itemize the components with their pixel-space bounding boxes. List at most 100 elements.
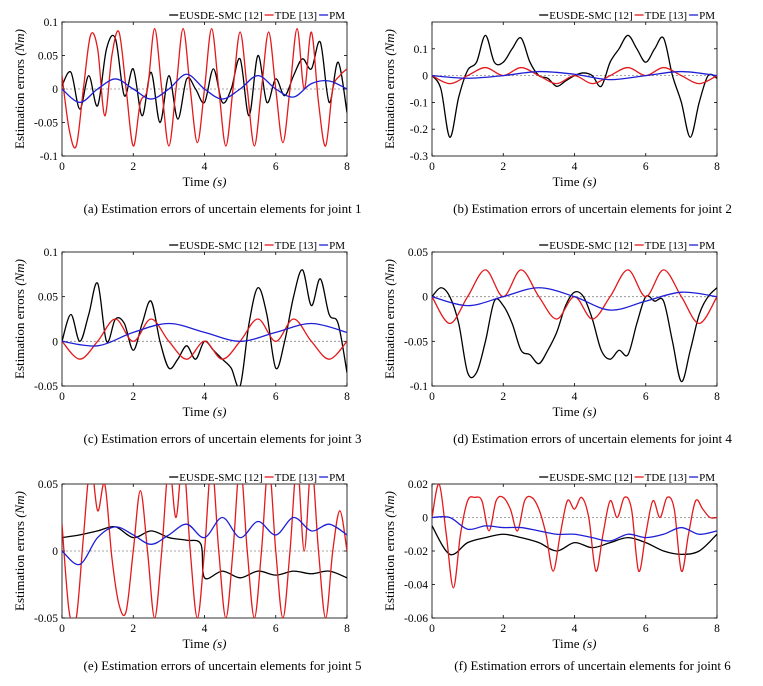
x-tick-label: 2 <box>130 391 136 403</box>
y-tick-label: -0.05 <box>34 381 58 393</box>
x-tick-label: 2 <box>500 161 506 173</box>
legend-item-eusde-smc: EUSDE-SMC [12] <box>539 240 633 252</box>
x-tick-label: 0 <box>59 161 65 173</box>
legend: EUSDE-SMC [12] TDE [13] PM <box>169 472 345 484</box>
series-group <box>432 269 717 383</box>
x-axis-label-text: Time <box>183 174 213 189</box>
series-line-pm <box>432 70 717 81</box>
x-tick-label: 8 <box>714 161 720 173</box>
chart-panel-f: 0 2 4 6 8 -0.06 -0.04 -0.02 0 0.02 Time (s) Estimat… <box>382 472 731 673</box>
series-group <box>62 269 347 386</box>
y-tick-label: -0.02 <box>404 546 428 558</box>
y-axis-label-text: Estimation errors <box>382 518 397 611</box>
series-line-pm <box>432 515 717 542</box>
legend: EUSDE-SMC [12] TDE [13] PM <box>169 10 345 22</box>
legend-item-pm: PM <box>319 240 345 252</box>
legend-label: TDE [13] <box>645 10 687 22</box>
panel-caption: (d) Estimation errors of uncertain eleme… <box>453 431 732 446</box>
x-axis-label: Time (s) <box>553 174 597 189</box>
chart-panel-d: 0 2 4 6 8 -0.1 -0.05 0 0.05 Time (s) Estimation er… <box>382 240 732 446</box>
legend-item-eusde-smc: EUSDE-SMC [12] <box>539 10 633 22</box>
y-tick-label: -0.1 <box>410 381 428 393</box>
y-tick-label: 0 <box>52 84 58 96</box>
y-tick-label: 0.05 <box>38 51 58 63</box>
legend-item-tde: TDE [13] <box>264 240 317 252</box>
legend-label: PM <box>329 240 345 252</box>
x-tick-label: 0 <box>429 391 435 403</box>
x-axis-label-unit: (s) <box>583 174 597 189</box>
legend-item-pm: PM <box>689 240 715 252</box>
y-axis-label-unit: (Nm) <box>382 259 397 286</box>
legend-item-tde: TDE [13] <box>634 240 687 252</box>
x-axis-label: Time (s) <box>183 174 227 189</box>
y-tick-label: 0.1 <box>414 44 429 56</box>
x-axis-label: Time (s) <box>553 636 597 651</box>
x-axis-label-unit: (s) <box>213 174 227 189</box>
y-tick-label: -0.2 <box>410 124 428 136</box>
x-tick-label: 2 <box>130 161 136 173</box>
y-axis-label: Estimation errors (Nm) <box>12 29 27 149</box>
legend-label: PM <box>699 472 715 484</box>
y-tick-label: -0.06 <box>404 613 428 625</box>
x-tick-label: 2 <box>500 623 506 635</box>
x-axis-label-text: Time <box>183 404 213 419</box>
chart-panel-a: 0 2 4 6 8 -0.1 -0.05 0 0.05 0.1 Time (s) Estimation… <box>12 10 361 216</box>
x-tick-label: 6 <box>273 161 279 173</box>
x-tick-label: 2 <box>130 623 136 635</box>
panel-caption: (a) Estimation errors of uncertain eleme… <box>84 201 362 216</box>
x-axis-label-text: Time <box>183 636 213 651</box>
legend-label: EUSDE-SMC [12] <box>179 240 262 252</box>
x-axis-label-unit: (s) <box>213 404 227 419</box>
x-tick-label: 6 <box>643 391 649 403</box>
legend-label: EUSDE-SMC [12] <box>549 10 632 22</box>
x-tick-label: 6 <box>273 391 279 403</box>
x-tick-label: 8 <box>344 623 350 635</box>
axes-box <box>431 251 718 387</box>
x-tick-label: 8 <box>714 391 720 403</box>
y-axis-label-unit: (Nm) <box>12 259 27 286</box>
legend-label: TDE [13] <box>645 240 687 252</box>
y-tick-label: 0 <box>52 546 58 558</box>
y-tick-label: 0 <box>52 336 58 348</box>
y-axis-label: Estimation errors (Nm) <box>382 259 397 379</box>
series-line-eusde-smc <box>432 287 717 383</box>
y-axis-label: Estimation errors (Nm) <box>12 259 27 379</box>
legend-item-eusde-smc: EUSDE-SMC [12] <box>539 472 633 484</box>
legend-item-eusde-smc: EUSDE-SMC [12] <box>169 240 263 252</box>
legend: EUSDE-SMC [12] TDE [13] PM <box>539 472 715 484</box>
y-tick-label: 0 <box>422 513 428 525</box>
y-axis-label-text: Estimation errors <box>12 518 27 611</box>
y-tick-label: -0.3 <box>410 151 428 163</box>
x-tick-label: 8 <box>344 161 350 173</box>
y-axis-label: Estimation errors (Nm) <box>382 491 397 611</box>
series-line-tde <box>432 66 717 85</box>
series-line-eusde-smc <box>62 269 347 386</box>
y-axis-label-text: Estimation errors <box>12 286 27 379</box>
x-tick-label: 8 <box>344 391 350 403</box>
y-axis-label-unit: (Nm) <box>382 491 397 518</box>
y-axis-label: Estimation errors (Nm) <box>382 29 397 149</box>
panel-caption: (c) Estimation errors of uncertain eleme… <box>84 431 362 446</box>
x-tick-label: 8 <box>714 623 720 635</box>
series-line-tde <box>62 318 347 360</box>
x-tick-label: 4 <box>572 391 578 403</box>
legend: EUSDE-SMC [12] TDE [13] PM <box>539 240 715 252</box>
series-line-eusde-smc <box>432 34 717 138</box>
x-tick-label: 6 <box>643 161 649 173</box>
legend-label: TDE [13] <box>275 240 317 252</box>
y-tick-label: -0.05 <box>34 118 58 130</box>
legend-label: PM <box>699 10 715 22</box>
y-tick-label: -0.05 <box>34 613 58 625</box>
x-tick-label: 0 <box>59 623 65 635</box>
x-tick-label: 0 <box>429 623 435 635</box>
x-axis-label-unit: (s) <box>213 636 227 651</box>
legend-label: EUSDE-SMC [12] <box>179 10 262 22</box>
x-axis-label: Time (s) <box>183 636 227 651</box>
legend-item-pm: PM <box>319 10 345 22</box>
legend-item-eusde-smc: EUSDE-SMC [12] <box>169 10 263 22</box>
legend-label: EUSDE-SMC [12] <box>549 472 632 484</box>
y-tick-label: -0.1 <box>40 151 58 163</box>
